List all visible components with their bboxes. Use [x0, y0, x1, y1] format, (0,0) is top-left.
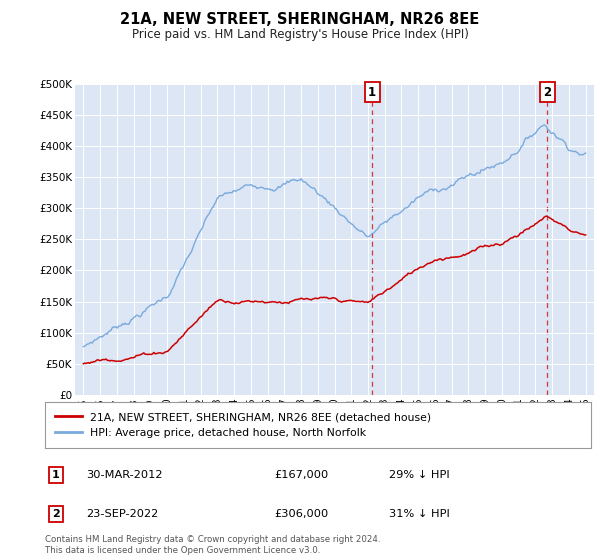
Text: Price paid vs. HM Land Registry's House Price Index (HPI): Price paid vs. HM Land Registry's House …	[131, 28, 469, 41]
Text: 1: 1	[52, 470, 60, 480]
Text: 30-MAR-2012: 30-MAR-2012	[86, 470, 163, 480]
Text: 23-SEP-2022: 23-SEP-2022	[86, 508, 158, 519]
Legend: 21A, NEW STREET, SHERINGHAM, NR26 8EE (detached house), HPI: Average price, deta: 21A, NEW STREET, SHERINGHAM, NR26 8EE (d…	[50, 408, 436, 442]
Text: £306,000: £306,000	[274, 508, 329, 519]
Text: 2: 2	[544, 86, 551, 99]
Text: Contains HM Land Registry data © Crown copyright and database right 2024.
This d: Contains HM Land Registry data © Crown c…	[45, 535, 380, 555]
Text: 2: 2	[52, 508, 60, 519]
Text: 21A, NEW STREET, SHERINGHAM, NR26 8EE: 21A, NEW STREET, SHERINGHAM, NR26 8EE	[121, 12, 479, 27]
Text: £167,000: £167,000	[274, 470, 329, 480]
Text: 1: 1	[368, 86, 376, 99]
Text: 31% ↓ HPI: 31% ↓ HPI	[389, 508, 450, 519]
Text: 29% ↓ HPI: 29% ↓ HPI	[389, 470, 450, 480]
